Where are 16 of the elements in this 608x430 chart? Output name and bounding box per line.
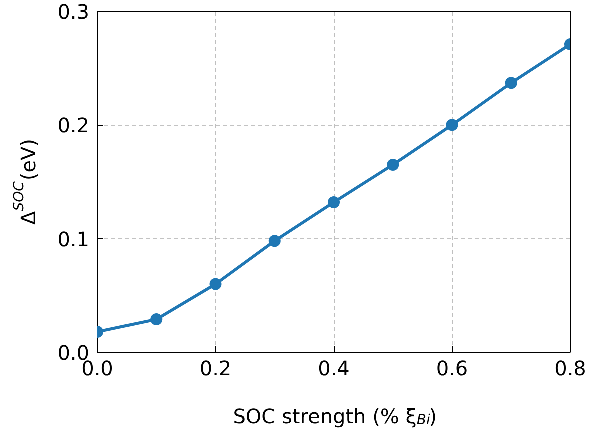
y-tick-label: 0.1 (58, 227, 90, 252)
x-axis-title: SOC strength (% ξBi) (233, 404, 438, 428)
x-tick-label: 0.8 (554, 356, 586, 380)
point (328, 196, 340, 208)
x-tick-label: 0.6 (436, 356, 468, 380)
y-tick-label: 0.3 (58, 0, 90, 24)
point (505, 77, 518, 90)
point (150, 314, 163, 326)
point (446, 119, 458, 132)
y-axis-title: ΔSOC(eV) (12, 139, 40, 225)
y-tick-label: 0.2 (58, 114, 90, 138)
x-tick-label: 0.4 (318, 356, 350, 380)
x-tick-label: 0.2 (200, 356, 232, 380)
point (268, 235, 281, 248)
point (210, 278, 222, 290)
point (387, 158, 400, 171)
